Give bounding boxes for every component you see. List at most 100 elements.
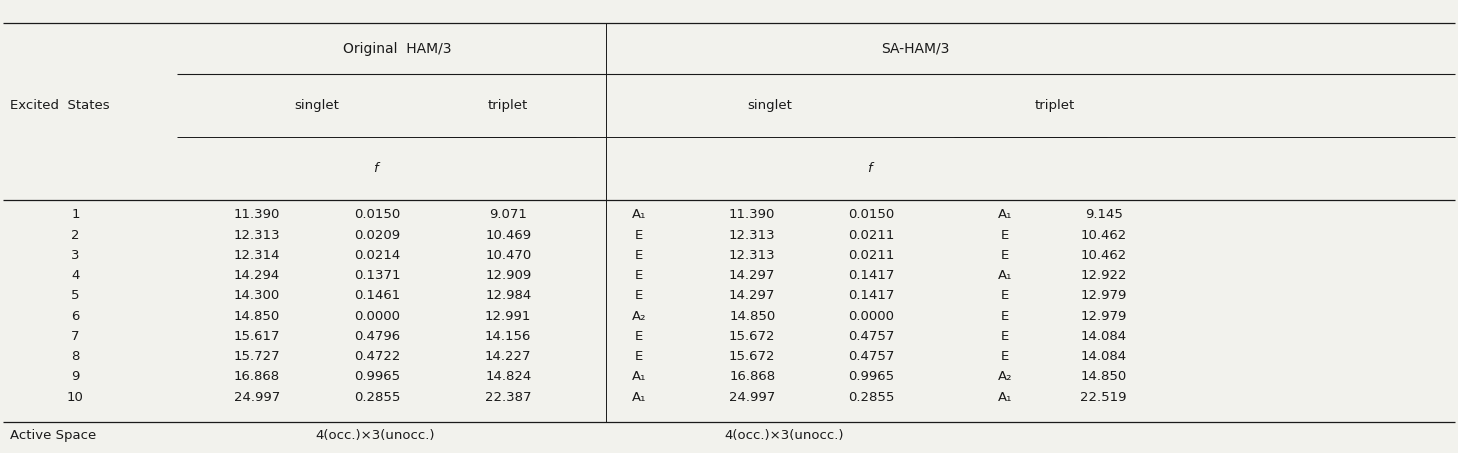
Text: 0.0150: 0.0150 bbox=[849, 208, 894, 222]
Text: 0.0211: 0.0211 bbox=[849, 249, 895, 262]
Text: 14.294: 14.294 bbox=[233, 269, 280, 282]
Text: 15.672: 15.672 bbox=[729, 330, 776, 343]
Text: E: E bbox=[634, 269, 643, 282]
Text: Active Space: Active Space bbox=[10, 429, 96, 442]
Text: A₁: A₁ bbox=[997, 208, 1012, 222]
Text: 10: 10 bbox=[67, 390, 85, 404]
Text: 14.850: 14.850 bbox=[729, 310, 776, 323]
Text: 0.0209: 0.0209 bbox=[354, 229, 401, 241]
Text: 10.470: 10.470 bbox=[486, 249, 531, 262]
Text: E: E bbox=[1000, 289, 1009, 302]
Text: 12.979: 12.979 bbox=[1080, 289, 1127, 302]
Text: 14.297: 14.297 bbox=[729, 269, 776, 282]
Text: E: E bbox=[634, 249, 643, 262]
Text: 0.0000: 0.0000 bbox=[354, 310, 401, 323]
Text: 4(occ.)×3(unocc.): 4(occ.)×3(unocc.) bbox=[725, 429, 844, 442]
Text: 12.909: 12.909 bbox=[486, 269, 531, 282]
Text: 0.0214: 0.0214 bbox=[354, 249, 401, 262]
Text: 15.727: 15.727 bbox=[233, 350, 280, 363]
Text: 0.4722: 0.4722 bbox=[354, 350, 401, 363]
Text: 0.9965: 0.9965 bbox=[849, 371, 894, 383]
Text: 14.227: 14.227 bbox=[486, 350, 532, 363]
Text: 0.0150: 0.0150 bbox=[354, 208, 401, 222]
Text: A₂: A₂ bbox=[631, 310, 646, 323]
Text: 0.2855: 0.2855 bbox=[354, 390, 401, 404]
Text: 22.387: 22.387 bbox=[486, 390, 532, 404]
Text: 0.4757: 0.4757 bbox=[849, 330, 895, 343]
Text: E: E bbox=[634, 229, 643, 241]
Text: 0.0211: 0.0211 bbox=[849, 229, 895, 241]
Text: E: E bbox=[1000, 350, 1009, 363]
Text: triplet: triplet bbox=[488, 99, 528, 112]
Text: 11.390: 11.390 bbox=[729, 208, 776, 222]
Text: 9: 9 bbox=[71, 371, 80, 383]
Text: triplet: triplet bbox=[1034, 99, 1075, 112]
Text: 0.1417: 0.1417 bbox=[849, 269, 895, 282]
Text: 12.991: 12.991 bbox=[486, 310, 531, 323]
Text: 3: 3 bbox=[71, 249, 80, 262]
Text: A₂: A₂ bbox=[997, 371, 1012, 383]
Text: 10.462: 10.462 bbox=[1080, 229, 1127, 241]
Text: 8: 8 bbox=[71, 350, 80, 363]
Text: 0.4757: 0.4757 bbox=[849, 350, 895, 363]
Text: E: E bbox=[1000, 229, 1009, 241]
Text: 14.084: 14.084 bbox=[1080, 350, 1127, 363]
Text: 12.313: 12.313 bbox=[233, 229, 280, 241]
Text: 1: 1 bbox=[71, 208, 80, 222]
Text: 2: 2 bbox=[71, 229, 80, 241]
Text: 12.979: 12.979 bbox=[1080, 310, 1127, 323]
Text: singlet: singlet bbox=[295, 99, 340, 112]
Text: E: E bbox=[1000, 249, 1009, 262]
Text: E: E bbox=[1000, 330, 1009, 343]
Text: 5: 5 bbox=[71, 289, 80, 302]
Text: 0.9965: 0.9965 bbox=[354, 371, 401, 383]
Text: 12.922: 12.922 bbox=[1080, 269, 1127, 282]
Text: 15.672: 15.672 bbox=[729, 350, 776, 363]
Text: SA-HAM/3: SA-HAM/3 bbox=[881, 42, 949, 56]
Text: 0.0000: 0.0000 bbox=[849, 310, 894, 323]
Text: 16.868: 16.868 bbox=[729, 371, 776, 383]
Text: E: E bbox=[634, 289, 643, 302]
Text: A₁: A₁ bbox=[631, 371, 646, 383]
Text: 22.519: 22.519 bbox=[1080, 390, 1127, 404]
Text: 14.084: 14.084 bbox=[1080, 330, 1127, 343]
Text: A₁: A₁ bbox=[631, 390, 646, 404]
Text: E: E bbox=[634, 330, 643, 343]
Text: 16.868: 16.868 bbox=[233, 371, 280, 383]
Text: $f$: $f$ bbox=[868, 161, 875, 175]
Text: 14.297: 14.297 bbox=[729, 289, 776, 302]
Text: 10.462: 10.462 bbox=[1080, 249, 1127, 262]
Text: $f$: $f$ bbox=[373, 161, 382, 175]
Text: 12.314: 12.314 bbox=[233, 249, 280, 262]
Text: 24.997: 24.997 bbox=[233, 390, 280, 404]
Text: 0.1371: 0.1371 bbox=[354, 269, 401, 282]
Text: E: E bbox=[1000, 310, 1009, 323]
Text: 0.1417: 0.1417 bbox=[849, 289, 895, 302]
Text: E: E bbox=[634, 350, 643, 363]
Text: 0.1461: 0.1461 bbox=[354, 289, 401, 302]
Text: 4: 4 bbox=[71, 269, 80, 282]
Text: 12.984: 12.984 bbox=[486, 289, 531, 302]
Text: 10.469: 10.469 bbox=[486, 229, 531, 241]
Text: 24.997: 24.997 bbox=[729, 390, 776, 404]
Text: 14.850: 14.850 bbox=[233, 310, 280, 323]
Text: Original  HAM/3: Original HAM/3 bbox=[343, 42, 452, 56]
Text: 15.617: 15.617 bbox=[233, 330, 280, 343]
Text: 9.071: 9.071 bbox=[490, 208, 528, 222]
Text: 7: 7 bbox=[71, 330, 80, 343]
Text: A₁: A₁ bbox=[997, 269, 1012, 282]
Text: A₁: A₁ bbox=[631, 208, 646, 222]
Text: 14.300: 14.300 bbox=[233, 289, 280, 302]
Text: 0.4796: 0.4796 bbox=[354, 330, 401, 343]
Text: 12.313: 12.313 bbox=[729, 229, 776, 241]
Text: 4(occ.)×3(unocc.): 4(occ.)×3(unocc.) bbox=[315, 429, 434, 442]
Text: A₁: A₁ bbox=[997, 390, 1012, 404]
Text: Excited  States: Excited States bbox=[10, 99, 109, 112]
Text: 11.390: 11.390 bbox=[233, 208, 280, 222]
Text: 12.313: 12.313 bbox=[729, 249, 776, 262]
Text: 14.156: 14.156 bbox=[486, 330, 531, 343]
Text: 6: 6 bbox=[71, 310, 80, 323]
Text: singlet: singlet bbox=[748, 99, 792, 112]
Text: 14.850: 14.850 bbox=[1080, 371, 1127, 383]
Text: 9.145: 9.145 bbox=[1085, 208, 1123, 222]
